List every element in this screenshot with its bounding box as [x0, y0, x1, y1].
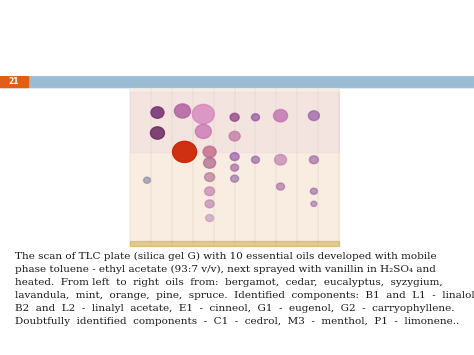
- Text: phase toluene - ethyl acetate (93:7 v/v), next sprayed with vanillin in H₂SO₄ an: phase toluene - ethyl acetate (93:7 v/v)…: [15, 266, 436, 274]
- Ellipse shape: [205, 173, 215, 181]
- Text: heated.  From left  to  right  oils  from:  bergamot,  cedar,  eucalyptus,  syzy: heated. From left to right oils from: be…: [15, 278, 443, 287]
- Ellipse shape: [204, 158, 216, 168]
- Text: The scan of TLC plate (silica gel G) with 10 essential oils developed with mobil: The scan of TLC plate (silica gel G) wit…: [15, 252, 437, 262]
- Bar: [130, 241, 339, 246]
- Text: 2. Thin layer chromatography (TLC)-: 2. Thin layer chromatography (TLC)-: [59, 18, 415, 36]
- Ellipse shape: [174, 104, 191, 118]
- Ellipse shape: [192, 104, 214, 124]
- Ellipse shape: [273, 110, 288, 122]
- Ellipse shape: [151, 107, 164, 118]
- Bar: [0, 76, 28, 87]
- Ellipse shape: [229, 131, 240, 141]
- Ellipse shape: [311, 201, 317, 207]
- Ellipse shape: [276, 183, 284, 190]
- Text: lavandula,  mint,  orange,  pine,  spruce.  Identified  components:  B1  and  L1: lavandula, mint, orange, pine, spruce. I…: [15, 291, 474, 300]
- Ellipse shape: [310, 156, 319, 164]
- Bar: [0, 76, 474, 87]
- Text: Doubtfully  identified  components  -  C1  -  cedrol,  M3  -  menthol,  P1  -  l: Doubtfully identified components - C1 - …: [15, 317, 459, 326]
- Ellipse shape: [195, 124, 211, 138]
- Ellipse shape: [230, 153, 239, 160]
- Ellipse shape: [231, 175, 238, 182]
- Ellipse shape: [205, 187, 215, 196]
- Text: Analysis: Analysis: [196, 48, 278, 66]
- Ellipse shape: [309, 111, 319, 120]
- Text: B2  and  L2  -  linalyl  acetate,  E1  -  cinneol,  G1  -  eugenol,  G2  -  carr: B2 and L2 - linalyl acetate, E1 - cinneo…: [15, 304, 455, 313]
- Ellipse shape: [206, 214, 214, 222]
- Ellipse shape: [150, 127, 164, 139]
- Ellipse shape: [274, 154, 286, 165]
- Ellipse shape: [173, 141, 197, 163]
- Ellipse shape: [231, 164, 238, 171]
- Bar: [130, 92, 339, 152]
- Ellipse shape: [230, 113, 239, 121]
- Ellipse shape: [252, 156, 259, 163]
- Ellipse shape: [205, 200, 214, 208]
- Ellipse shape: [203, 146, 216, 158]
- Ellipse shape: [310, 188, 318, 194]
- Ellipse shape: [252, 114, 259, 121]
- Ellipse shape: [144, 177, 151, 183]
- Text: 21: 21: [9, 77, 19, 86]
- Bar: [28, 76, 474, 87]
- Bar: [130, 89, 339, 246]
